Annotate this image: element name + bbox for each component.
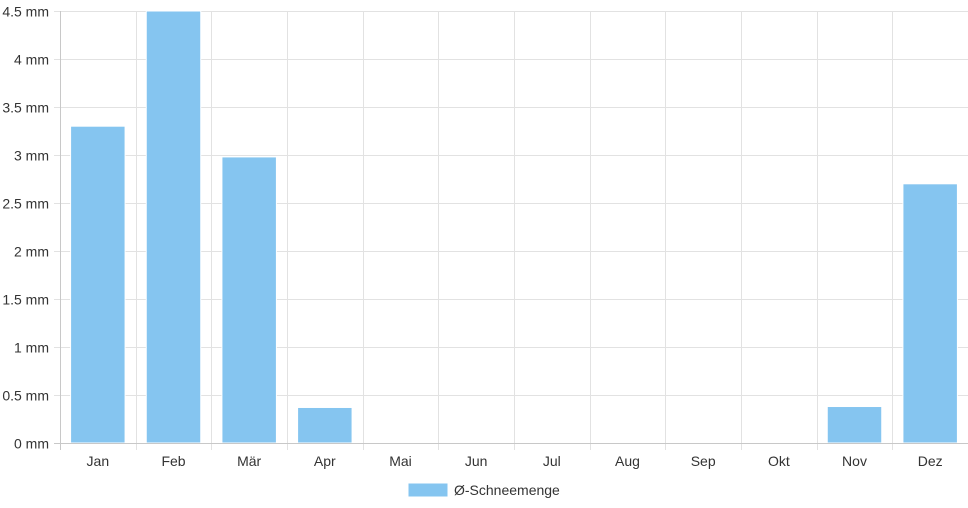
x-tick-label: Sep	[691, 453, 716, 469]
bar-feb[interactable]	[145, 10, 202, 444]
y-tick-label: 1 mm	[14, 340, 49, 356]
bar-mär[interactable]	[221, 156, 277, 444]
y-tick-label: 2.5 mm	[2, 196, 49, 212]
x-tick-label: Feb	[161, 453, 185, 469]
x-tick-label: Apr	[314, 453, 336, 469]
x-tick-label: Aug	[615, 453, 640, 469]
legend[interactable]: Ø-Schneemenge	[407, 482, 560, 498]
bar-okt[interactable]	[751, 441, 807, 444]
y-tick-label: 2 mm	[14, 244, 49, 260]
x-axis-tick-labels: Jan Feb Mär Apr Mai Jun Jul Aug Sep Okt Nov Dez	[87, 453, 943, 469]
bar-apr[interactable]	[297, 406, 353, 444]
bar-nov[interactable]	[826, 406, 883, 444]
legend-swatch	[407, 482, 449, 498]
x-tick-label: Jun	[465, 453, 488, 469]
x-tick-label: Mai	[389, 453, 412, 469]
y-tick-label: 3 mm	[14, 148, 49, 164]
legend-label: Ø-Schneemenge	[454, 482, 560, 498]
y-tick-label: 0 mm	[14, 436, 49, 452]
y-tick-label: 0.5 mm	[2, 388, 49, 404]
y-axis-tick-labels: 0 mm 0.5 mm 1 mm 1.5 mm 2 mm 2.5 mm 3 mm 3.5 mm…	[2, 4, 49, 452]
bars	[70, 10, 958, 444]
y-tick-label: 3.5 mm	[2, 100, 49, 116]
x-tick-label: Dez	[918, 453, 943, 469]
y-tick-label: 1.5 mm	[2, 292, 49, 308]
y-tick-label: 4 mm	[14, 52, 49, 68]
bar-dez[interactable]	[902, 183, 958, 444]
grid-lines	[54, 11, 968, 450]
x-tick-label: Jan	[87, 453, 110, 469]
x-tick-label: Mär	[237, 453, 261, 469]
x-tick-label: Jul	[543, 453, 561, 469]
x-tick-label: Nov	[842, 453, 867, 469]
bar-jan[interactable]	[70, 125, 126, 444]
x-tick-label: Okt	[768, 453, 790, 469]
y-tick-label: 4.5 mm	[2, 4, 49, 20]
